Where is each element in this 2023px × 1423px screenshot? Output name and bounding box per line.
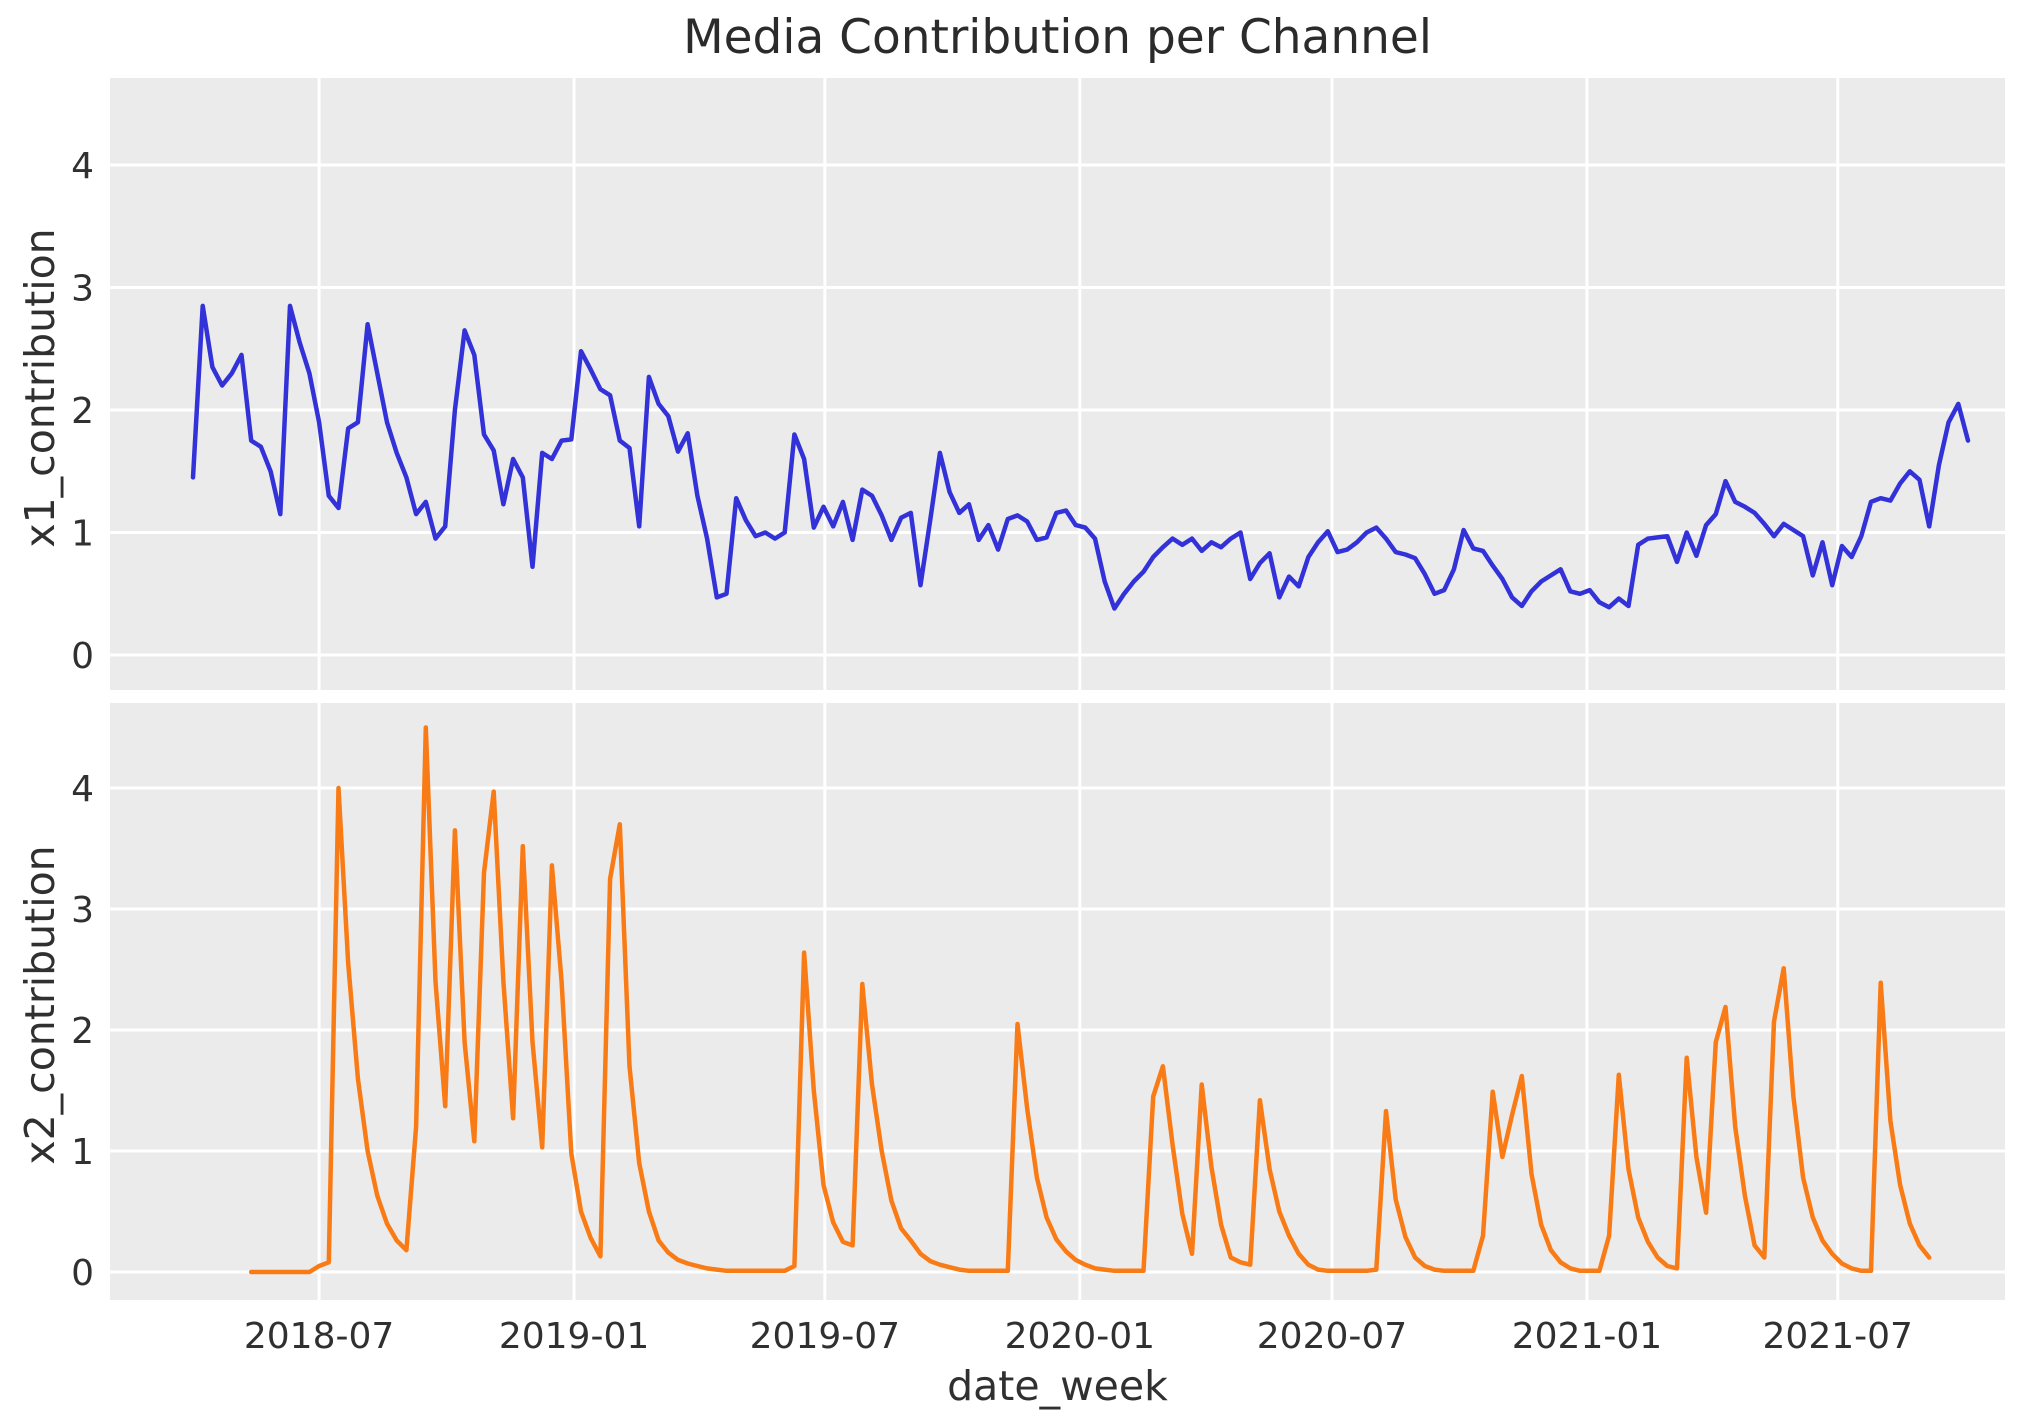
x-tick-label: 2021-01: [1512, 1316, 1662, 1357]
plot-area-x1: [110, 78, 2005, 690]
y-tick-label: 4: [71, 769, 94, 810]
y-tick-label: 2: [71, 391, 94, 432]
chart-title: Media Contribution per Channel: [683, 10, 1432, 65]
y-axis-label-x2-contribution: x2_contribution: [16, 845, 64, 1165]
x-tick-label: 2019-07: [750, 1316, 900, 1357]
x1-line: [190, 303, 1971, 611]
y-tick-label: 2: [71, 1011, 94, 1052]
y-tick-label: 0: [71, 1253, 94, 1294]
y-tick-label: 3: [71, 269, 94, 310]
x-tick-label: 2021-07: [1763, 1316, 1913, 1357]
y-tick-label: 3: [71, 890, 94, 931]
y-axis-label-x1-contribution: x1_contribution: [16, 228, 64, 548]
y-tick-label: 1: [71, 514, 94, 555]
x-axis-label: date_week: [947, 1362, 1168, 1410]
y-tick-label: 1: [71, 1132, 94, 1173]
x-tick-label: 2020-01: [1005, 1316, 1155, 1357]
y-tick-label: 4: [71, 146, 94, 187]
y-tick-label: 0: [71, 636, 94, 677]
plot-area-x2: [110, 703, 2005, 1300]
x2-line: [248, 725, 1932, 1275]
x-tick-label: 2019-01: [499, 1316, 649, 1357]
x-tick-label: 2020-07: [1257, 1316, 1407, 1357]
x-tick-label: 2018-07: [244, 1316, 394, 1357]
